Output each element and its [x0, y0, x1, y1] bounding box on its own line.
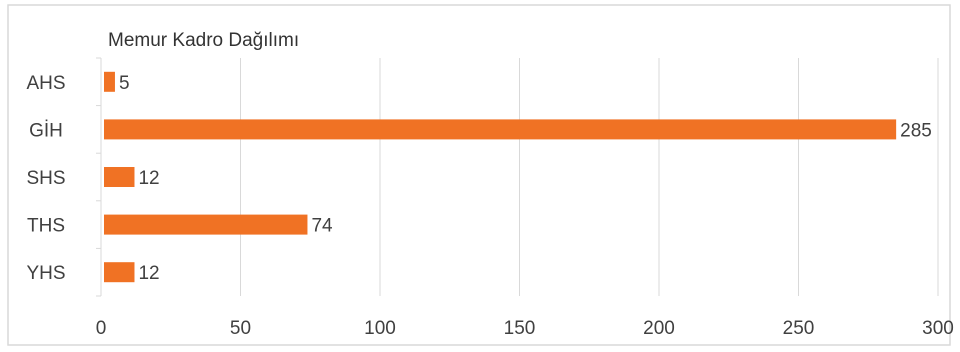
x-tick-label: 50	[230, 318, 251, 339]
bar-gi̇h	[104, 119, 897, 140]
data-label: 12	[138, 263, 159, 284]
category-label: THS	[27, 216, 65, 237]
chart-title: Memur Kadro Dağılımı	[108, 30, 299, 51]
data-label: 74	[311, 216, 333, 237]
bar-shs	[104, 167, 135, 187]
data-label: 12	[138, 168, 159, 189]
x-tick-label: 300	[922, 318, 954, 339]
x-tick-label: 250	[783, 318, 815, 339]
category-label: GİH	[29, 120, 63, 141]
category-label: YHS	[26, 263, 65, 284]
x-tick-label: 150	[504, 318, 536, 339]
bar-yhs	[104, 262, 135, 283]
x-tick-label: 0	[96, 318, 107, 339]
data-label: 5	[119, 73, 130, 94]
grid-layer	[96, 57, 939, 297]
x-tick-label: 200	[643, 318, 675, 339]
labels-layer: 0 50 100 150 200 250 300 AHS 5 GİH 285 SHS 12 THS 74 YH…	[26, 73, 953, 339]
bar-ahs	[104, 71, 115, 92]
x-tick-label: 100	[364, 318, 396, 339]
bars-layer	[104, 71, 897, 283]
data-label: 285	[900, 120, 932, 141]
category-label: SHS	[26, 168, 65, 189]
chart-border	[7, 4, 951, 346]
category-label: AHS	[26, 73, 65, 94]
bar-ths	[104, 214, 308, 235]
